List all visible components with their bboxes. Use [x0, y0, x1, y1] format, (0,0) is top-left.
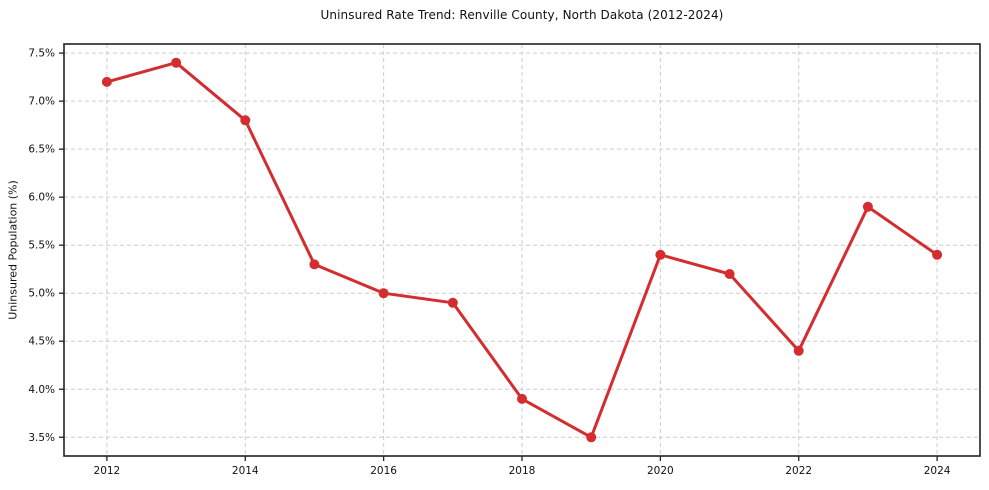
data-point-2013	[171, 57, 182, 68]
y-tick-label: 7.5%	[28, 48, 55, 60]
data-point-2024	[932, 249, 943, 260]
data-point-2021	[724, 269, 735, 279]
x-tick-label: 2016	[370, 465, 397, 477]
x-tick-label: 2014	[232, 465, 259, 477]
data-point-2012	[101, 76, 112, 87]
x-tick-label: 2018	[509, 465, 536, 477]
data-point-2015	[309, 259, 320, 270]
y-tick-label: 5.0%	[28, 288, 55, 300]
x-tick-label: 2024	[924, 465, 951, 477]
x-tick-label: 2012	[94, 465, 121, 477]
y-tick-label: 6.0%	[28, 192, 55, 204]
data-point-2018	[517, 393, 527, 404]
data-point-2016	[378, 288, 389, 299]
data-point-2023	[862, 201, 873, 212]
y-tick-label: 5.5%	[28, 240, 55, 252]
y-tick-label: 7.0%	[28, 96, 55, 108]
data-point-2017	[447, 297, 458, 308]
x-tick-label: 2022	[785, 465, 812, 477]
y-tick-label: 6.5%	[28, 144, 55, 156]
chart-title: Uninsured Rate Trend: Renville County, N…	[320, 8, 724, 22]
data-point-2014	[240, 115, 251, 126]
data-point-2022	[793, 345, 804, 356]
axis-ticks: 3.5% 4.0% 4.5% 5.0% 5.5% 6.0% 6.5% 7.0% 7.5% 2012…	[28, 48, 950, 477]
data-point-2019	[586, 432, 597, 443]
y-tick-label: 3.5%	[28, 432, 55, 444]
y-tick-label: 4.5%	[28, 336, 55, 348]
plot-frame	[63, 43, 981, 457]
y-tick-label: 4.0%	[28, 384, 55, 396]
x-tick-label: 2020	[647, 465, 674, 477]
data-point-2020	[655, 249, 666, 260]
series-uninsured-rate	[101, 57, 943, 443]
